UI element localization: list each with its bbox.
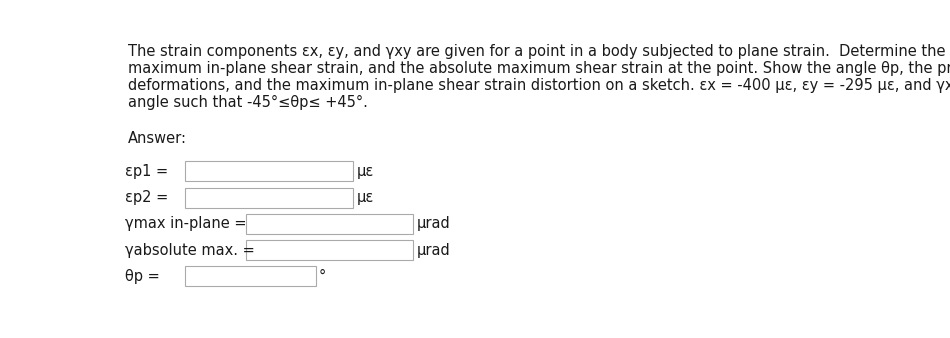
Bar xyxy=(185,188,352,208)
Text: deformations, and the maximum in-plane shear strain distortion on a sketch. εx =: deformations, and the maximum in-plane s… xyxy=(127,78,950,93)
Text: angle such that -45°≤θp≤ +45°.: angle such that -45°≤θp≤ +45°. xyxy=(127,95,368,110)
Bar xyxy=(246,214,413,234)
Text: θp =: θp = xyxy=(125,269,161,284)
Text: μrad: μrad xyxy=(417,242,450,258)
Text: γmax in-plane =: γmax in-plane = xyxy=(125,216,247,231)
Text: The strain components εx, εy, and γxy are given for a point in a body subjected : The strain components εx, εy, and γxy ar… xyxy=(127,44,950,59)
Text: εp1 =: εp1 = xyxy=(125,164,168,179)
Text: εp2 =: εp2 = xyxy=(125,190,169,205)
Text: με: με xyxy=(356,190,373,205)
Text: °: ° xyxy=(319,269,326,284)
Bar xyxy=(185,266,316,286)
Text: μrad: μrad xyxy=(417,216,450,231)
Text: με: με xyxy=(356,164,373,179)
Bar xyxy=(185,162,352,182)
Bar xyxy=(246,240,413,260)
Text: γabsolute max. =: γabsolute max. = xyxy=(125,242,256,258)
Text: Answer:: Answer: xyxy=(127,131,186,146)
Text: maximum in-plane shear strain, and the absolute maximum shear strain at the poin: maximum in-plane shear strain, and the a… xyxy=(127,62,950,76)
